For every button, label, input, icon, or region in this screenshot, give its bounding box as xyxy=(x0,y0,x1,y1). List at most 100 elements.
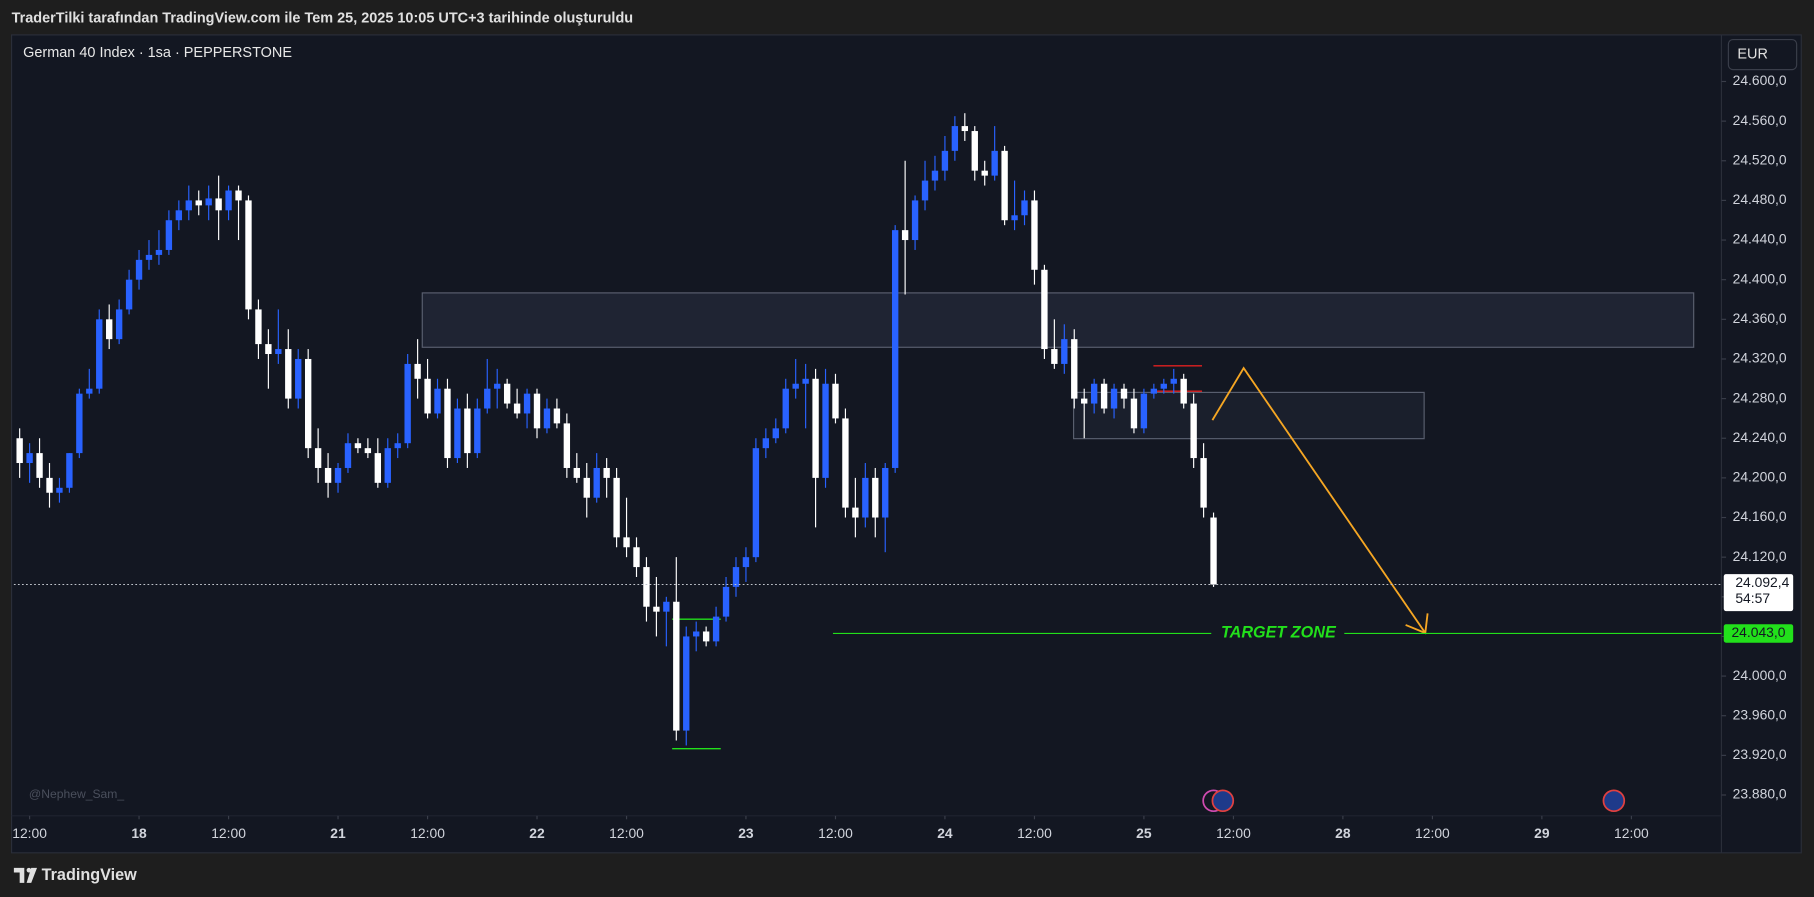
target-price-label: 24.043,0 xyxy=(1731,624,1785,640)
currency-button[interactable] xyxy=(1727,38,1798,71)
candle-body xyxy=(1071,339,1078,399)
candle-body xyxy=(1210,517,1217,585)
candle-body xyxy=(513,403,521,414)
candle-body xyxy=(245,200,252,310)
candle-body xyxy=(882,467,889,518)
candle-body xyxy=(1081,398,1088,404)
event-icon[interactable] xyxy=(1211,789,1235,813)
y-tick-label: 24.600,0 xyxy=(1733,72,1787,88)
candle-body xyxy=(563,423,571,468)
x-tick-label: 12:00 xyxy=(609,825,644,841)
candle-body xyxy=(613,477,620,538)
candle-body xyxy=(26,453,33,464)
x-tick-label: 18 xyxy=(131,825,147,841)
candle-body xyxy=(304,358,312,449)
candle-body xyxy=(1021,200,1028,216)
supply-zone xyxy=(1073,391,1425,440)
y-tick-label: 24.480,0 xyxy=(1733,191,1787,207)
plot: 24.600,0 24.560,0 24.520,0 24.480,0 24.440,0… xyxy=(12,72,1794,841)
candle-body xyxy=(464,408,471,454)
candle-body xyxy=(1140,393,1148,429)
candle-body xyxy=(573,467,580,478)
candle-body xyxy=(991,150,998,176)
candle-body xyxy=(1200,458,1207,508)
candle-body xyxy=(673,601,680,731)
candle-body xyxy=(145,254,153,260)
candle-body xyxy=(106,319,113,340)
candle-body xyxy=(762,438,770,449)
candle-body xyxy=(36,453,43,478)
candle-body xyxy=(782,388,789,429)
candle-body xyxy=(175,210,183,221)
candle-body xyxy=(533,393,541,429)
candle-body xyxy=(523,393,531,414)
x-tick-label: 21 xyxy=(330,825,346,841)
candle-body xyxy=(752,448,760,558)
candle-body xyxy=(583,477,590,498)
candle-body xyxy=(354,443,362,449)
candle-body xyxy=(802,378,809,384)
candle-body xyxy=(1130,398,1138,429)
footer-logo xyxy=(13,867,38,883)
candle-body xyxy=(901,230,909,241)
logo-mark xyxy=(13,867,38,883)
candle-body xyxy=(424,378,431,414)
candle-body xyxy=(195,200,202,206)
candle-body xyxy=(643,567,650,607)
candle-body xyxy=(961,126,969,132)
logo-dot xyxy=(26,867,32,873)
y-tick-label: 24.400,0 xyxy=(1733,270,1787,286)
resistance-zone xyxy=(421,292,1695,348)
y-tick-label: 24.120,0 xyxy=(1733,548,1787,564)
candle-body xyxy=(275,349,282,355)
candle-body xyxy=(115,309,123,340)
candle-body xyxy=(454,408,461,459)
candle-body xyxy=(1031,200,1038,270)
candle-body xyxy=(135,259,143,280)
candle-body xyxy=(911,200,919,241)
chart-title: German 40 Index · 1sa · PEPPERSTONE xyxy=(23,45,292,61)
candle-body xyxy=(1120,388,1128,399)
candle-body xyxy=(941,150,949,171)
candle-body xyxy=(1061,339,1068,364)
footer-brand: TradingView xyxy=(42,866,137,884)
candle-body xyxy=(225,190,232,211)
y-tick-label: 24.560,0 xyxy=(1733,112,1787,128)
candle-body xyxy=(374,453,382,483)
candle-body xyxy=(951,126,959,151)
candle-body xyxy=(165,220,173,250)
candle-body xyxy=(1180,378,1187,404)
candle-body xyxy=(155,249,163,255)
candle-body xyxy=(683,636,690,731)
candle-body xyxy=(334,467,342,483)
y-tick-label: 24.000,0 xyxy=(1733,667,1787,683)
countdown-label: 54:57 xyxy=(1735,590,1770,606)
candle-body xyxy=(285,349,292,399)
candle-body xyxy=(235,190,242,201)
candle-body xyxy=(494,383,501,389)
y-tick-label: 24.160,0 xyxy=(1733,508,1787,524)
candle-body xyxy=(1001,150,1008,221)
candle-body xyxy=(543,408,551,429)
y-tick-label: 24.360,0 xyxy=(1733,310,1787,326)
target-text: TARGET ZONE xyxy=(1221,624,1337,642)
candle-body xyxy=(653,606,660,612)
candle-body xyxy=(76,393,83,454)
event-icon[interactable] xyxy=(1602,789,1626,813)
candle-body xyxy=(414,363,421,379)
x-tick-label: 12:00 xyxy=(1415,825,1450,841)
y-tick-label: 24.320,0 xyxy=(1733,350,1787,366)
target-price-tag xyxy=(1723,624,1794,643)
x-tick-label: 12:00 xyxy=(818,825,853,841)
candle-body xyxy=(732,567,740,587)
x-tick-label: 25 xyxy=(1136,825,1152,841)
candle-body xyxy=(812,378,819,478)
candle-body xyxy=(444,388,451,459)
candle-body xyxy=(404,363,411,444)
candle-body xyxy=(842,418,849,508)
candle-body xyxy=(852,507,859,518)
projection-arrow xyxy=(1211,366,1427,634)
candle-body xyxy=(742,557,750,568)
